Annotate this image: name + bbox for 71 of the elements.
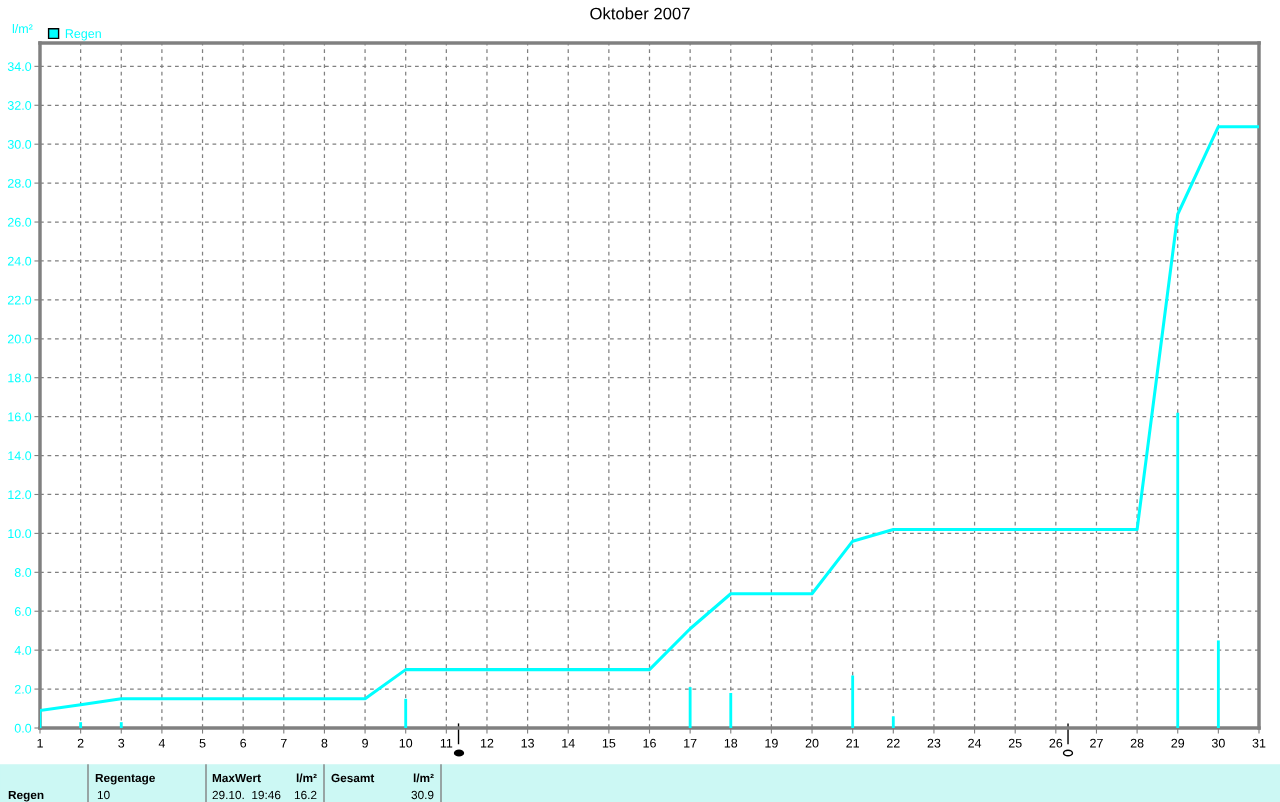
- x-tick-label: 11: [440, 738, 453, 748]
- x-tick-label: 1: [37, 738, 43, 748]
- x-tick-label: 31: [1252, 738, 1266, 748]
- chart-title: Oktober 2007: [590, 7, 690, 20]
- legend-label: Regen: [65, 29, 101, 41]
- bar: [1216, 640, 1220, 728]
- text: 10: [97, 790, 110, 800]
- x-tick-label: 18: [724, 738, 738, 748]
- y-tick-label: 14.0: [8, 451, 32, 461]
- x-tick-label: 10: [399, 738, 413, 748]
- text: Regentage: [95, 773, 155, 785]
- y-tick-label: 34.0: [7, 62, 32, 71]
- bar: [79, 722, 83, 728]
- x-tick-label: 17: [684, 738, 697, 748]
- x-tick-label: 3: [118, 738, 125, 748]
- y-tick-label: 12.0: [8, 490, 32, 500]
- y-tick-label: 26.0: [7, 217, 32, 227]
- x-tick-label: 24: [968, 738, 982, 748]
- text: l/m²: [296, 773, 317, 783]
- x-tick-label: 15: [602, 738, 616, 748]
- bar: [688, 687, 692, 728]
- x-tick-label: 23: [927, 738, 941, 748]
- bar: [891, 716, 895, 728]
- y-tick-label: 30.0: [7, 139, 32, 149]
- x-tick-label: 30: [1211, 738, 1225, 748]
- x-tick-label: 2: [77, 738, 84, 748]
- x-tick-label: 4: [158, 738, 166, 748]
- y-tick-label: 18.0: [8, 373, 32, 383]
- y-tick-label: 16.0: [8, 412, 32, 422]
- x-tick-label: 26: [1049, 738, 1063, 748]
- text: 29.10. 19:46: [212, 790, 281, 800]
- y-tick-label: 22.0: [7, 295, 32, 305]
- text: l/m²: [413, 773, 434, 783]
- x-tick-label: 27: [1090, 738, 1103, 748]
- y-tick-label: 8.0: [14, 568, 32, 577]
- x-tick-label: 8: [321, 738, 328, 748]
- x-tick-label: 25: [1008, 738, 1022, 748]
- bar: [1176, 412, 1180, 728]
- x-tick-label: 9: [362, 738, 368, 748]
- y-tick-label: 2.0: [14, 684, 32, 694]
- y-tick-label: 10.0: [8, 529, 32, 539]
- x-tick-label: 13: [521, 738, 534, 748]
- y-tick-label: 28.0: [7, 178, 32, 188]
- y-tick-label: 0.0: [14, 723, 32, 733]
- text: 16.2: [294, 790, 317, 800]
- x-tick-label: 6: [240, 738, 247, 748]
- text: MaxWert: [212, 773, 261, 783]
- y-tick-label: 32.0: [7, 101, 32, 110]
- x-tick-label: 28: [1130, 738, 1144, 748]
- y-tick-label: 24.0: [7, 256, 32, 266]
- x-tick-label: 20: [805, 738, 819, 748]
- x-tick-label: 12: [480, 738, 494, 748]
- text: 30.9: [411, 790, 434, 800]
- y-tick-label: 20.0: [7, 334, 32, 344]
- x-tick-label: 5: [199, 738, 206, 748]
- x-tick-label: 29: [1171, 738, 1185, 748]
- x-tick-label: 16: [643, 738, 656, 748]
- text: Gesamt: [331, 773, 375, 783]
- y-axis-title: l/m²: [12, 23, 33, 34]
- x-tick-label: 21: [846, 738, 860, 748]
- x-tick-label: 19: [765, 738, 778, 748]
- x-tick-label: 7: [280, 738, 287, 748]
- bar: [404, 698, 408, 728]
- x-tick-label: 14: [562, 738, 575, 748]
- bar: [119, 722, 123, 728]
- text: Regen: [8, 790, 44, 802]
- bar: [851, 675, 855, 728]
- y-tick-label: 6.0: [14, 607, 32, 616]
- x-tick-label: 22: [886, 738, 900, 748]
- bar: [729, 692, 733, 728]
- y-tick-label: 4.0: [14, 645, 32, 655]
